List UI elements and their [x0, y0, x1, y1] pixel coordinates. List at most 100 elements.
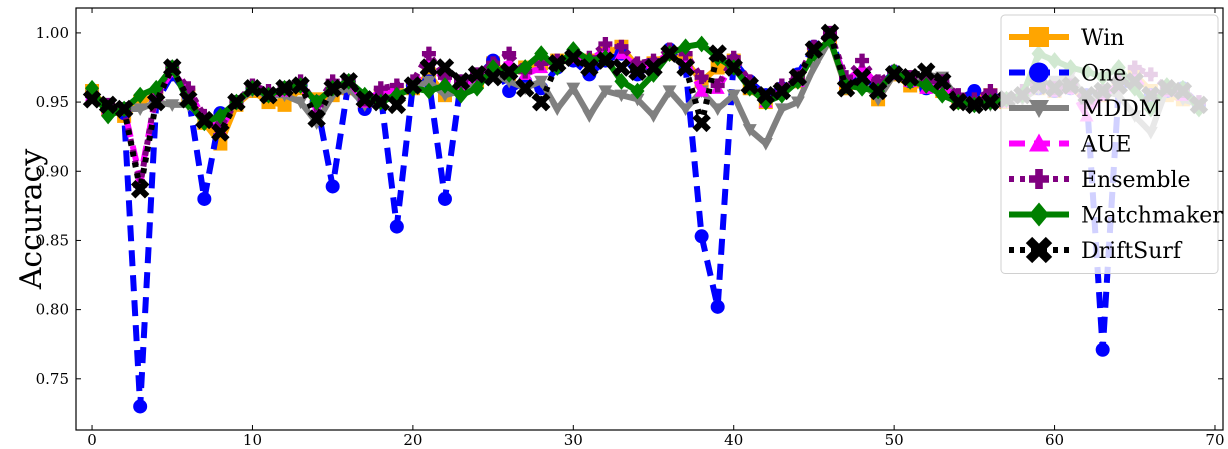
data-point-mddm	[774, 103, 789, 117]
data-point-aue	[694, 84, 709, 97]
legend-label-driftsurf: DriftSurf	[1081, 239, 1183, 264]
legend-marker-matchmaker	[1029, 202, 1049, 227]
data-point-ensemble	[646, 53, 661, 68]
data-point-one	[197, 191, 212, 206]
data-point-driftsurf	[515, 79, 535, 98]
x-tick-label: 30	[564, 431, 583, 449]
data-point-one	[133, 399, 148, 414]
data-point-one	[967, 84, 982, 99]
axis-ticks: 0 10 20 30 40 50 60 70 0.75 0.80 0.85 0.90 0.95 1.00	[36, 8, 1225, 449]
data-point-mddm	[678, 103, 693, 117]
data-point-mddm	[133, 103, 148, 117]
legend-marker-aue	[1029, 133, 1049, 152]
data-point-driftsurf	[451, 72, 471, 91]
x-tick-label: 20	[403, 431, 422, 449]
data-point-ensemble	[871, 74, 886, 89]
legend-item-driftsurf: DriftSurf	[1009, 236, 1183, 264]
data-point-matchmaker	[919, 77, 934, 94]
data-point-mddm	[662, 85, 677, 99]
data-point-one	[389, 219, 404, 234]
data-point-ensemble	[694, 70, 709, 85]
data-point-driftsurf	[146, 92, 166, 112]
data-point-driftsurf	[195, 110, 214, 130]
data-point-ensemble	[726, 50, 741, 65]
data-point-driftsurf	[323, 79, 342, 98]
data-point-driftsurf	[179, 90, 198, 109]
data-point-one	[694, 229, 709, 244]
legend-item-ensemble: Ensemble	[1009, 168, 1191, 193]
data-point-driftsurf	[676, 58, 695, 77]
data-point-ensemble	[421, 46, 436, 61]
legend-marker-ensemble	[1029, 169, 1049, 189]
legend-item-matchmaker: Matchmaker	[1009, 202, 1223, 229]
legend-marker-win	[1029, 27, 1049, 47]
data-point-driftsurf	[130, 180, 150, 199]
legend-item-win: Win	[1009, 26, 1124, 51]
data-point-driftsurf	[435, 58, 455, 77]
data-point-ensemble	[534, 56, 549, 71]
data-point-ensemble	[710, 78, 725, 93]
x-tick-label: 50	[885, 431, 904, 449]
data-point-matchmaker	[133, 86, 148, 104]
data-point-matchmaker	[630, 82, 645, 100]
data-point-ensemble	[502, 46, 517, 61]
data-point-driftsurf	[628, 62, 647, 81]
data-point-ensemble	[389, 78, 404, 93]
legend-label-win: Win	[1081, 26, 1124, 51]
data-point-matchmaker	[694, 35, 709, 53]
data-point-mddm	[630, 93, 645, 107]
data-point-ensemble	[373, 81, 388, 96]
data-point-mddm	[646, 110, 661, 123]
data-point-ensemble	[213, 119, 228, 134]
data-point-matchmaker	[389, 86, 404, 104]
data-point-mddm	[790, 96, 805, 110]
data-point-driftsurf	[692, 113, 711, 133]
data-point-driftsurf	[339, 72, 358, 91]
legend-item-mddm: MDDM	[1009, 97, 1161, 122]
data-point-driftsurf	[467, 65, 487, 84]
data-point-matchmaker	[486, 59, 501, 76]
data-point-driftsurf	[708, 44, 727, 63]
legend-label-matchmaker: Matchmaker	[1081, 204, 1223, 229]
data-point-driftsurf	[211, 123, 230, 142]
legend-marker-mddm	[1029, 100, 1049, 118]
legend-label-mddm: MDDM	[1081, 97, 1161, 122]
data-point-driftsurf	[868, 81, 888, 101]
data-point-driftsurf	[965, 95, 984, 115]
data-point-driftsurf	[98, 95, 118, 115]
data-point-driftsurf	[307, 109, 326, 128]
data-point-one	[710, 299, 725, 314]
data-point-driftsurf	[933, 72, 952, 91]
data-point-matchmaker	[454, 86, 469, 104]
data-point-driftsurf	[548, 54, 567, 73]
data-point-matchmaker	[309, 93, 324, 111]
data-point-mddm	[437, 89, 452, 103]
data-point-driftsurf	[227, 92, 246, 112]
data-point-ensemble	[630, 56, 645, 71]
data-point-mddm	[293, 96, 308, 110]
data-point-driftsurf	[660, 44, 679, 63]
data-point-mddm	[710, 103, 725, 117]
data-point-driftsurf	[291, 76, 310, 95]
data-point-driftsurf	[884, 65, 904, 84]
data-point-ensemble	[855, 53, 870, 68]
data-point-matchmaker	[614, 72, 629, 90]
data-point-driftsurf	[371, 92, 391, 112]
y-tick-label: 1.00	[36, 24, 69, 42]
data-point-matchmaker	[149, 79, 164, 97]
data-point-matchmaker	[470, 79, 485, 97]
data-point-one	[437, 191, 452, 206]
data-point-mddm	[550, 103, 565, 117]
data-point-mddm	[742, 124, 757, 137]
data-point-driftsurf	[355, 90, 374, 109]
data-point-matchmaker	[421, 82, 436, 100]
data-point-mddm	[421, 75, 436, 89]
data-point-driftsurf	[499, 62, 519, 81]
data-point-driftsurf	[596, 51, 615, 70]
data-point-driftsurf	[852, 67, 872, 87]
data-point-driftsurf	[644, 58, 663, 77]
data-point-driftsurf	[419, 58, 439, 77]
data-point-driftsurf	[900, 67, 920, 87]
legend-marker-driftsurf	[1025, 236, 1053, 264]
